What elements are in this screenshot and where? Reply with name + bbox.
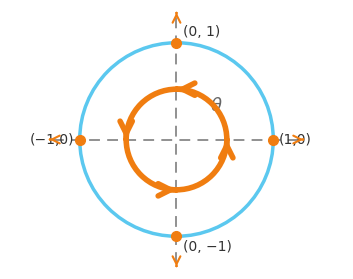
Text: $\theta$: $\theta$	[210, 97, 223, 115]
Text: (−1,0): (−1,0)	[29, 133, 74, 146]
Text: (0, −1): (0, −1)	[183, 240, 232, 254]
Text: (1,0): (1,0)	[279, 133, 312, 146]
Text: (0, 1): (0, 1)	[183, 25, 221, 39]
